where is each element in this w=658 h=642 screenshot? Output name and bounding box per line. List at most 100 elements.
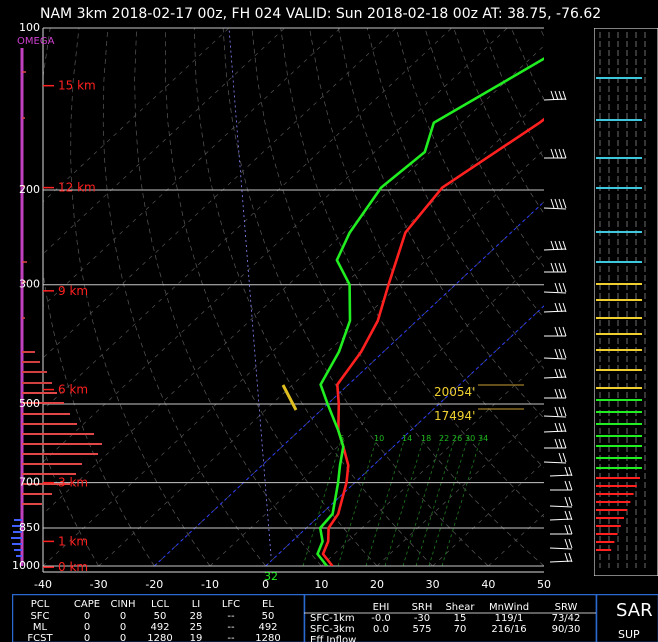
dendritic-layer-segment [281, 384, 298, 411]
wind-barb-feather [562, 438, 567, 449]
pressure-label: 500 [19, 397, 40, 410]
parcel-cell: 0 [84, 622, 90, 633]
wind-barb-feather [564, 538, 569, 549]
wind-barb [544, 148, 567, 159]
shear-header: SRW [555, 602, 578, 613]
parcel-cell: 1280 [255, 633, 280, 642]
wind-barb-feather [558, 262, 563, 273]
shear-header: SRH [412, 602, 433, 613]
pressure-label: 300 [19, 278, 40, 291]
parcel-cell: 0 [84, 633, 90, 642]
wind-barb-feather [550, 262, 555, 273]
wind-barb-feather [564, 524, 569, 535]
wind-barb-feather [558, 90, 563, 101]
height-label: 6 km [58, 383, 88, 397]
pressure-label: 1000 [12, 559, 40, 572]
dry-adiabat [453, 28, 544, 215]
chart-title: NAM 3km 2018-02-17 00z, FH 024 VALID: Su… [40, 6, 602, 22]
wind-barb-feather [554, 438, 559, 449]
wind-barb-feather [564, 510, 569, 521]
wind-barb-feather [550, 148, 555, 159]
wind-barb [543, 368, 567, 379]
parcel-cell: 19 [190, 633, 203, 642]
wind-barb-feather [558, 326, 563, 337]
wind-barb-feather [558, 452, 563, 463]
wind-barb-feather [550, 240, 555, 251]
shear-cell: 216/16 [491, 624, 526, 635]
skewt-diagram: 6 10 14 18 22 26 30 34 OMEGA 100200300500700850… [11, 21, 594, 591]
dry-adiabat [337, 28, 544, 419]
wind-barb-feather [568, 538, 573, 549]
temperature-tick-label: -40 [34, 578, 52, 591]
surface-temp-label: 32 [264, 570, 278, 583]
parcel-cell: -- [227, 611, 235, 622]
wind-barb-feather [562, 282, 567, 293]
parcel-cell: 50 [154, 611, 167, 622]
temperature-tick-label: -30 [90, 578, 108, 591]
dry-adiabat [395, 28, 544, 319]
wind-barb [549, 538, 573, 550]
wind-barb-feather [562, 90, 567, 101]
omega-label: OMEGA [17, 36, 55, 47]
wind-barb-feather [554, 326, 559, 337]
wind-barb-shaft [543, 207, 567, 210]
wind-barb-feather [554, 282, 559, 293]
dry-adiabat [569, 28, 594, 566]
temperature-tick-label: 40 [481, 578, 495, 591]
shear-cell: -30 [414, 613, 430, 624]
shear-cell: 119/1 [495, 613, 524, 624]
sars-sub-label: SUP [618, 628, 640, 641]
wind-barb [543, 406, 567, 418]
wind-barb [543, 90, 567, 101]
shear-cell: 70 [454, 624, 467, 635]
wind-barb-feather [568, 524, 573, 535]
isotherm [43, 28, 341, 307]
parcel-cell: 28 [190, 611, 203, 622]
temperature-tick-label: 10 [314, 578, 328, 591]
parcel-cell: 0 [120, 633, 126, 642]
dry-adiabat [424, 28, 544, 268]
shear-cell: 575 [412, 624, 431, 635]
height-label: 15 km [58, 79, 96, 93]
mixing-ratio-label: 34 [478, 434, 488, 443]
mixing-ratio-line [337, 433, 379, 566]
parcel-cell: 50 [262, 611, 275, 622]
mixing-ratio-label: 14 [402, 434, 412, 443]
level-marker-label: 20054' [434, 385, 475, 399]
parcel-header: PCL [31, 599, 50, 610]
wind-barb-feather [550, 198, 555, 209]
dry-adiabat [539, 28, 544, 38]
wind-barb-feather [568, 510, 573, 521]
wind-barb [549, 552, 573, 563]
parcel-cell: 0 [84, 611, 90, 622]
pressure-label: 700 [19, 476, 40, 489]
wind-barb-shaft [543, 461, 567, 464]
wind-barb [543, 452, 567, 464]
wind-barb-shaft [549, 474, 573, 477]
mixing-ratio-label: 10 [374, 434, 384, 443]
parcel-header: CAPE [74, 599, 100, 610]
parcel-header: CINH [111, 599, 136, 610]
dry-adiabat [43, 28, 155, 566]
isotherm-highlight [153, 201, 544, 566]
wind-barbs [543, 90, 573, 563]
wind-barb-feather [562, 348, 567, 359]
parcel-cell: 492 [258, 622, 277, 633]
height-label: 12 km [58, 181, 96, 195]
wind-barb-feather [554, 302, 559, 313]
dry-adiabat [280, 28, 544, 518]
isotherm [209, 253, 544, 566]
omega-profile: OMEGA [11, 36, 102, 566]
wind-barb-feather [558, 388, 563, 399]
wind-barb-shaft [543, 291, 567, 294]
wind-barb-feather [550, 90, 555, 101]
wind-barb-feather [562, 198, 567, 209]
mixing-ratio-line [415, 433, 457, 566]
wind-barb-feather [562, 262, 567, 273]
height-label: 1 km [58, 534, 88, 548]
parcel-header: EL [262, 599, 274, 610]
dry-adiabat [251, 28, 544, 566]
shear-cell: SFC-3km [310, 624, 355, 635]
temperature-profiles [228, 28, 544, 566]
